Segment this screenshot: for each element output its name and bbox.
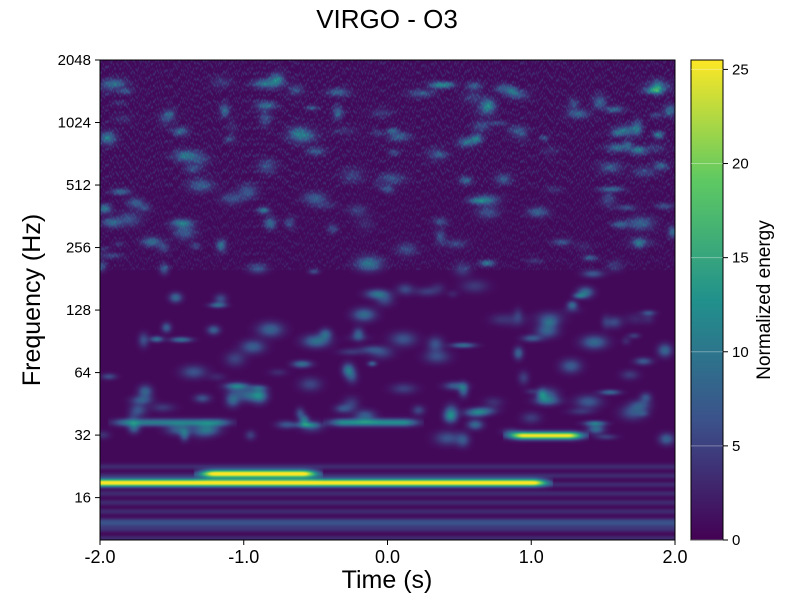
colorbar-tick-label: 20 — [732, 156, 749, 173]
y-tick-label: 128 — [66, 302, 91, 319]
colorbar-tick-label: 25 — [732, 61, 749, 78]
y-axis-label: Frequency (Hz) — [18, 214, 46, 386]
y-tick-label: 1024 — [58, 115, 91, 132]
y-tick-label: 512 — [66, 177, 91, 194]
colorbar-tick-label: 15 — [732, 250, 749, 267]
plot-area — [99, 59, 676, 541]
colorbar-ticks: 0 5 10 15 20 25 — [691, 61, 749, 549]
x-tick-label: 0.0 — [375, 547, 400, 567]
y-tick-label: 64 — [74, 365, 91, 382]
chart-title: VIRGO - O3 — [316, 4, 458, 34]
x-tick-label: 1.0 — [519, 547, 544, 567]
x-tick-label: -2.0 — [84, 547, 115, 567]
y-tick-label: 32 — [74, 427, 91, 444]
y-tick-label: 16 — [74, 490, 91, 507]
x-tick-label: -1.0 — [228, 547, 259, 567]
y-tick-label: 2048 — [58, 52, 91, 69]
x-axis-label: Time (s) — [342, 566, 433, 594]
y-axis: 16 32 64 128 256 512 1024 2048 — [58, 52, 100, 507]
x-tick-label: 2.0 — [662, 547, 687, 567]
heatmap-image — [100, 60, 675, 540]
colorbar-label: Normalized energy — [754, 220, 775, 380]
y-tick-label: 256 — [66, 240, 91, 257]
colorbar-tick-label: 0 — [732, 532, 740, 549]
colorbar: 0 5 10 15 20 25 Normalized energy — [690, 59, 775, 549]
colorbar-tick-label: 10 — [732, 344, 749, 361]
colorbar-tick-label: 5 — [732, 438, 740, 455]
x-axis: -2.0 -1.0 0.0 1.0 2.0 — [84, 540, 688, 567]
colorbar-gradient — [690, 59, 724, 541]
